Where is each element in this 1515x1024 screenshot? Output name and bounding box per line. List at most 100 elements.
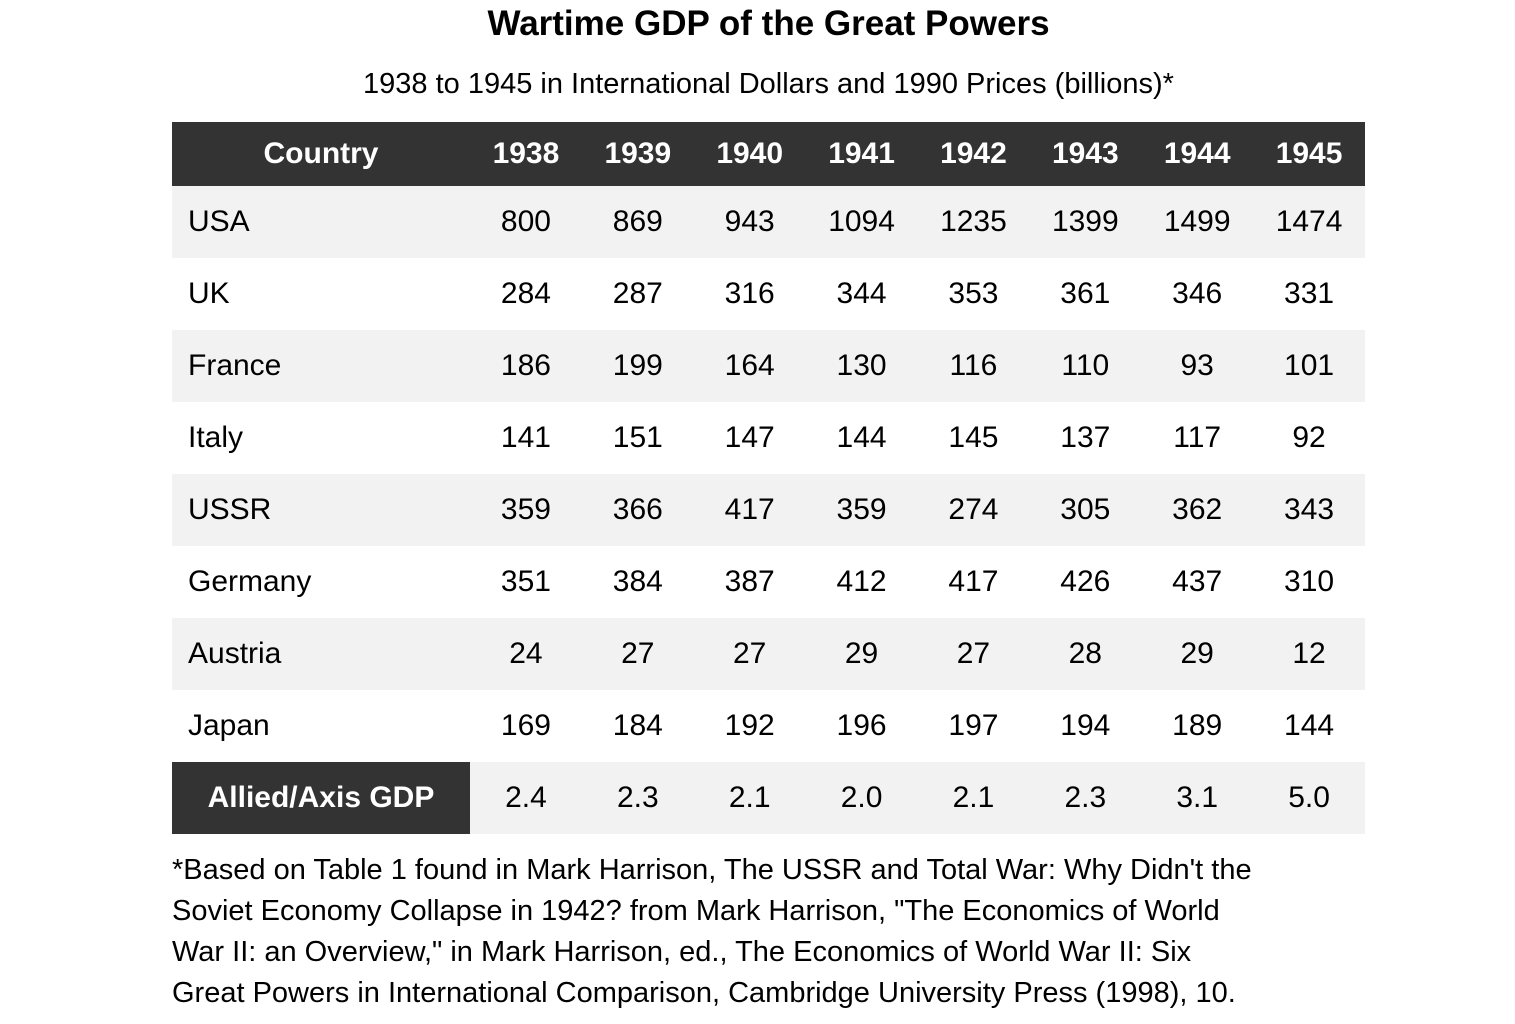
value-cell: 189 [1172,709,1223,742]
value-cell: 361 [1060,277,1111,310]
value-cell: 943 [724,205,775,238]
value-cell: 110 [1061,349,1110,382]
value-cell: 2.3 [616,781,659,814]
footnote-line: *Based on Table 1 found in Mark Harrison… [172,854,1252,886]
value-cell: 199 [612,349,663,382]
value-cell: 147 [724,421,775,454]
year-column-header-1942: 1942 [917,122,1030,186]
footnote: *Based on Table 1 found in Mark Harrison… [172,850,1365,1014]
year-column-header-1939: 1939 [581,122,694,186]
value-cell: 29 [1180,637,1214,670]
value-cell: 24 [509,637,543,670]
value-cell: 144 [1284,709,1335,742]
footnote-line: Great Powers in International Comparison… [172,977,1236,1009]
value-cell: 800 [500,205,551,238]
table-row: Austria 24 27 27 29 27 28 29 12 [172,618,1365,690]
country-cell: Germany [188,565,312,598]
value-cell: 101 [1284,349,1335,382]
year-column-header-1938: 1938 [470,122,582,186]
value-cell: 305 [1060,493,1111,526]
value-cell: 197 [948,709,999,742]
country-cell: USA [188,205,250,238]
value-cell: 92 [1292,421,1326,454]
value-cell: 196 [836,709,887,742]
table-row: Japan 169 184 192 196 197 194 189 144 [172,690,1365,762]
value-cell: 169 [500,709,551,742]
value-cell: 2.3 [1064,781,1107,814]
year-column-header-1940: 1940 [693,122,806,186]
value-cell: 437 [1172,565,1223,598]
value-cell: 145 [948,421,999,454]
value-cell: 384 [612,565,663,598]
year-column-header-1943: 1943 [1029,122,1142,186]
value-cell: 359 [500,493,551,526]
value-cell: 29 [844,637,879,670]
value-cell: 186 [500,349,551,382]
gdp-table: Country 1938 1939 1940 1941 1942 1943 1944 1945 … [172,122,1365,834]
value-cell: 184 [612,709,663,742]
value-cell: 353 [948,277,999,310]
table-row: USA 800 869 943 1094 1235 1399 1499 1474 [172,186,1365,258]
value-cell: 344 [836,277,887,310]
footnote-line: Soviet Economy Collapse in 1942? from Ma… [172,895,1220,927]
value-cell: 137 [1060,421,1111,454]
value-cell: 12 [1292,637,1326,670]
value-cell: 869 [612,205,663,238]
value-cell: 366 [612,493,663,526]
value-cell: 144 [836,421,887,454]
value-cell: 412 [836,565,887,598]
value-cell: 141 [500,421,551,454]
value-cell: 93 [1180,349,1214,382]
page-title: Wartime GDP of the Great Powers [487,4,1050,43]
country-cell: USSR [188,493,272,526]
value-cell: 1499 [1163,205,1231,238]
value-cell: 194 [1060,709,1111,742]
value-cell: 27 [621,637,655,670]
table-row: Italy 141 151 147 144 145 137 117 92 [172,402,1365,474]
value-cell: 1399 [1051,205,1119,238]
value-cell: 116 [949,349,998,382]
value-cell: 151 [612,421,663,454]
gdp-table-body: USA 800 869 943 1094 1235 1399 1499 1474 UK 284 287… [172,186,1365,834]
value-cell: 27 [733,637,767,670]
value-cell: 343 [1284,493,1335,526]
value-cell: 284 [500,277,551,310]
value-cell: 316 [724,277,775,310]
value-cell: 1094 [828,205,895,238]
value-cell: 287 [612,277,663,310]
table-row: UK 284 287 316 344 353 361 346 331 [172,258,1365,330]
value-cell: 27 [956,637,991,670]
table-row: Germany 351 384 387 412 417 426 437 310 [172,546,1365,618]
ratio-row-label: Allied/Axis GDP [172,762,470,834]
country-cell: Italy [188,421,244,454]
value-cell: 346 [1172,277,1223,310]
page-container: Wartime GDP of the Great Powers 1938 to … [172,0,1365,1014]
value-cell: 1235 [940,205,1007,238]
year-column-header-1944: 1944 [1141,122,1254,186]
footnote-line: War II: an Overview," in Mark Harrison, … [172,936,1192,968]
value-cell: 359 [836,493,887,526]
gdp-table-header: Country 1938 1939 1940 1941 1942 1943 1944 1945 [172,122,1365,186]
value-cell: 130 [836,349,887,382]
value-cell: 2.1 [952,781,995,814]
year-column-header-1941: 1941 [805,122,918,186]
country-column-header: Country [172,122,470,186]
value-cell: 164 [724,349,775,382]
value-cell: 5.0 [1288,781,1330,814]
value-cell: 28 [1068,637,1102,670]
header-row: Country 1938 1939 1940 1941 1942 1943 1944 1945 [172,122,1365,186]
ratio-row: Allied/Axis GDP 2.4 2.3 2.1 2.0 2.1 2.3 3.1 5.0 [172,762,1365,834]
table-row: USSR 359 366 417 359 274 305 362 343 [172,474,1365,546]
value-cell: 1474 [1275,205,1343,238]
value-cell: 426 [1060,565,1111,598]
page-subtitle: 1938 to 1945 in International Dollars an… [363,68,1174,100]
value-cell: 2.4 [505,781,547,814]
value-cell: 362 [1172,493,1223,526]
value-cell: 417 [948,565,999,598]
country-cell: Japan [188,709,270,742]
value-cell: 387 [724,565,775,598]
value-cell: 3.1 [1176,781,1219,814]
table-row: France 186 199 164 130 116 110 93 101 [172,330,1365,402]
value-cell: 351 [500,565,551,598]
value-cell: 2.1 [728,781,771,814]
